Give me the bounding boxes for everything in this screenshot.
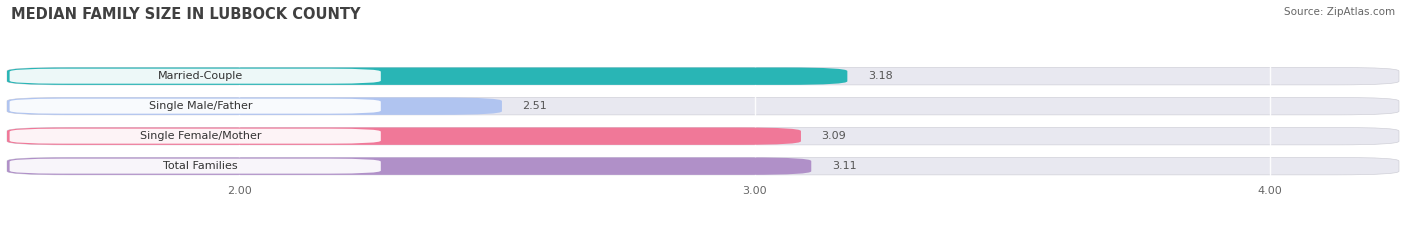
FancyBboxPatch shape (7, 127, 1399, 145)
FancyBboxPatch shape (10, 99, 381, 114)
FancyBboxPatch shape (10, 159, 381, 174)
Text: Single Female/Mother: Single Female/Mother (139, 131, 262, 141)
Text: 3.11: 3.11 (832, 161, 856, 171)
Text: Source: ZipAtlas.com: Source: ZipAtlas.com (1284, 7, 1395, 17)
Text: 3.09: 3.09 (821, 131, 846, 141)
Text: 2.51: 2.51 (523, 101, 547, 111)
Text: Married-Couple: Married-Couple (157, 71, 243, 81)
FancyBboxPatch shape (7, 158, 811, 175)
FancyBboxPatch shape (7, 158, 1399, 175)
FancyBboxPatch shape (10, 69, 381, 84)
Text: 3.18: 3.18 (868, 71, 893, 81)
Text: MEDIAN FAMILY SIZE IN LUBBOCK COUNTY: MEDIAN FAMILY SIZE IN LUBBOCK COUNTY (11, 7, 361, 22)
FancyBboxPatch shape (7, 68, 848, 85)
FancyBboxPatch shape (7, 97, 502, 115)
Text: Total Families: Total Families (163, 161, 238, 171)
FancyBboxPatch shape (7, 68, 1399, 85)
FancyBboxPatch shape (7, 97, 1399, 115)
Text: Single Male/Father: Single Male/Father (149, 101, 252, 111)
FancyBboxPatch shape (7, 127, 801, 145)
FancyBboxPatch shape (10, 129, 381, 144)
